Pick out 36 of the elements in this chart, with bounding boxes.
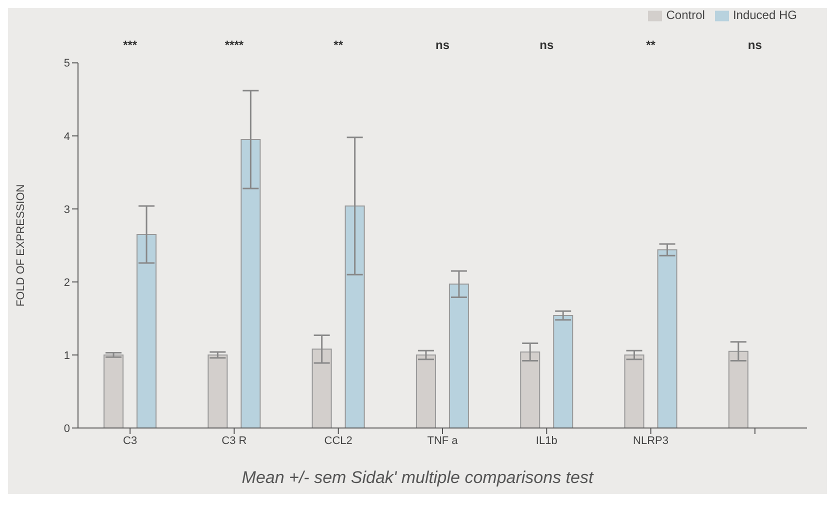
y-tick-label: 0 bbox=[64, 422, 70, 435]
text: ns bbox=[540, 38, 554, 52]
bar bbox=[728, 350, 748, 428]
x-tick-label: TNF a bbox=[427, 434, 459, 447]
text: *** bbox=[123, 38, 138, 52]
x-tick-label: NLRP3 bbox=[633, 434, 669, 447]
text: **** bbox=[224, 38, 244, 52]
bar bbox=[657, 249, 678, 428]
bar bbox=[208, 354, 228, 428]
legend-label: Induced HG bbox=[732, 8, 797, 22]
x-tick-label: C3 bbox=[123, 434, 138, 447]
x-tick-label: IL1b bbox=[536, 434, 558, 447]
y-tick-label: 5 bbox=[64, 58, 70, 70]
text: ns bbox=[435, 38, 450, 52]
y-tick-label: 4 bbox=[64, 130, 70, 143]
text: Mean +/- sem Sidak' multiple comparisons test bbox=[240, 468, 595, 489]
bar bbox=[553, 315, 574, 428]
bar bbox=[136, 234, 157, 428]
bar bbox=[416, 354, 436, 428]
bar bbox=[520, 352, 540, 428]
y-tick-label: 2 bbox=[64, 276, 70, 289]
text: ** bbox=[646, 38, 656, 52]
bar bbox=[240, 139, 261, 428]
bar bbox=[312, 348, 332, 428]
y-axis-title: FOLD OF EXPRESSION bbox=[14, 184, 27, 307]
bar bbox=[448, 284, 469, 428]
y-tick-label: 3 bbox=[64, 204, 70, 216]
bar bbox=[624, 354, 644, 428]
text: ns bbox=[748, 38, 762, 52]
bar bbox=[104, 354, 124, 428]
y-tick-label: 1 bbox=[64, 350, 70, 362]
x-tick-label: CCL2 bbox=[324, 434, 352, 447]
legend-label: Control bbox=[666, 8, 705, 22]
text: ** bbox=[334, 38, 344, 52]
x-tick-label: C3 R bbox=[222, 434, 247, 447]
bar bbox=[344, 205, 365, 428]
